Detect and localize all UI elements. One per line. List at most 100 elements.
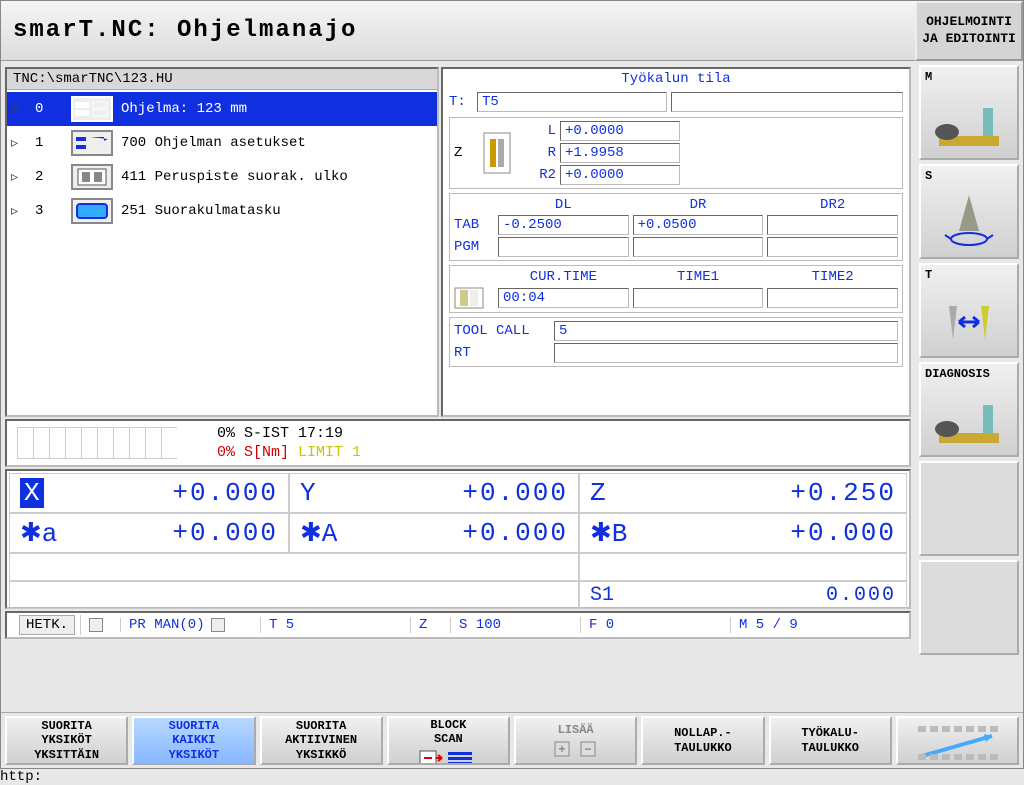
value-T: T5 [477,92,667,112]
info-t: T 5 [269,617,294,633]
label-time1: TIME1 [633,269,764,285]
label-DL: DL [498,197,629,213]
row-label: 411 Peruspiste suorak. ulko [121,169,433,185]
label-DR: DR [633,197,764,213]
info-hetk: HETK. [19,615,75,635]
bars-icon [912,722,1002,762]
program-row-2[interactable]: ▹2411 Peruspiste suorak. ulko [7,160,437,194]
status-snm: 0% S[Nm] [217,444,298,461]
softkey-icon [921,191,1017,251]
softkey-label: TYÖKALU- TAULUKKO [801,726,859,755]
info-s: S 100 [459,617,501,633]
row-icon [71,198,113,224]
pr-icon [211,618,225,632]
tool-icon [482,131,518,175]
svg-text:+: + [558,743,565,757]
value-L: +0.0000 [560,121,680,141]
softkey-label: M [925,70,932,84]
value-T-extra [671,92,903,112]
bottom-softkey-7[interactable] [896,716,1019,765]
value-PGM-DL [498,237,629,257]
softkey-label: S [925,169,932,183]
value-R: +1.9958 [560,143,680,163]
softkey-icon [921,399,1017,449]
softkey-label: SUORITA KAIKKI YKSIKÖT [169,719,219,762]
pos-a: ✱a +0.000 [9,513,289,553]
row-number: 2 [29,169,63,185]
value-R2: +0.0000 [560,165,680,185]
program-row-3[interactable]: ▹3251 Suorakulmatasku [7,194,437,228]
label-R2: R2 [522,167,556,183]
row-icon [71,164,113,190]
softkey-label: SUORITA YKSIKÖT YKSITTÄIN [34,719,99,762]
row-icon [71,130,113,156]
label-T: T: [449,94,473,110]
pos-X: X +0.000 [9,473,289,513]
label-R: R [522,145,556,161]
right-softkey-empty-5 [919,560,1019,655]
expand-icon: ▹ [11,135,21,152]
bottom-softkey-4[interactable]: LISÄÄ+− [514,716,637,765]
value-rt [554,343,898,363]
value-curtime: 00:04 [498,288,629,308]
program-tree: ▿0Ohjelma: 123 mm▹1700 Ohjelman asetukse… [7,90,437,415]
right-softkey-s[interactable]: S [919,164,1019,259]
bottom-softkey-5[interactable]: NOLLAP.- TAULUKKO [641,716,764,765]
info-line: HETK. PR MAN(0) T 5 Z S 100 F 0 M 5 / 9 [5,611,911,639]
softkey-icon [921,102,1017,152]
value-time1 [633,288,764,308]
info-f: F 0 [589,617,614,633]
blockscan-icon [418,749,478,763]
bottom-softkey-3[interactable]: BLOCK SCAN [387,716,510,765]
softkey-label: DIAGNOSIS [925,367,990,381]
label-time2: TIME2 [767,269,898,285]
z-axis-icon: Z [454,145,478,161]
mode-line-2: JA EDITOINTI [922,31,1016,48]
label-curtime: CUR.TIME [498,269,629,285]
value-PGM-DR [633,237,764,257]
label-DR2: DR2 [767,197,898,213]
bottom-softkey-0[interactable]: SUORITA YKSIKÖT YKSITTÄIN [5,716,128,765]
softkey-label: T [925,268,932,282]
mode-button[interactable]: OHJELMOINTI JA EDITOINTI [915,1,1023,61]
label-rt: RT [454,345,550,361]
value-time2 [767,288,898,308]
softkey-label: LISÄÄ [558,723,594,737]
right-softkey-empty-4 [919,461,1019,556]
pos-S1: S1 0.000 [579,581,907,609]
label-L: L [522,123,556,139]
bottom-softkey-1[interactable]: SUORITA KAIKKI YKSIKÖT [132,716,255,765]
page-title: smarT.NC: Ohjelmanajo [13,17,357,44]
status-sist: 0% S-IST 17:19 [217,424,361,444]
row-number: 0 [29,101,63,117]
label-TAB: TAB [454,217,494,233]
program-row-1[interactable]: ▹1700 Ohjelman asetukset [7,126,437,160]
softkey-label: BLOCK SCAN [430,718,466,747]
program-tree-panel: TNC:\smarTNC\123.HU ▿0Ohjelma: 123 mm▹17… [5,67,439,417]
right-softkey-t[interactable]: T [919,263,1019,358]
value-DR2 [767,215,898,235]
status-limit: LIMIT 1 [298,444,361,461]
label-toolcall: TOOL CALL [454,323,550,339]
info-z: Z [419,617,427,633]
bottom-softkey-2[interactable]: SUORITA AKTIIVINEN YKSIKKÖ [260,716,383,765]
info-pr: PR MAN(0) [129,617,205,633]
right-softkey-diagnosis[interactable]: DIAGNOSIS [919,362,1019,457]
bottom-softkey-6[interactable]: TYÖKALU- TAULUKKO [769,716,892,765]
status-strip: 0% S-IST 17:19 0% S[Nm] LIMIT 1 [5,419,911,467]
label-PGM: PGM [454,239,494,255]
value-DL: -0.2500 [498,215,629,235]
load-bars-icon [17,427,177,459]
mode-line-1: OHJELMOINTI [926,14,1012,31]
program-path: TNC:\smarTNC\123.HU [7,69,437,90]
right-softkey-m[interactable]: M [919,65,1019,160]
timer-icon [454,287,494,309]
pos-A: ✱A +0.000 [289,513,579,553]
row-icon [71,96,113,122]
row-number: 1 [29,135,63,151]
program-row-0[interactable]: ▿0Ohjelma: 123 mm [7,92,437,126]
tool-status-title: Työkalun tila [449,71,903,87]
right-softkey-bar: M S T DIAGNOSIS [915,61,1023,712]
expand-icon: ▿ [11,101,21,118]
row-number: 3 [29,203,63,219]
